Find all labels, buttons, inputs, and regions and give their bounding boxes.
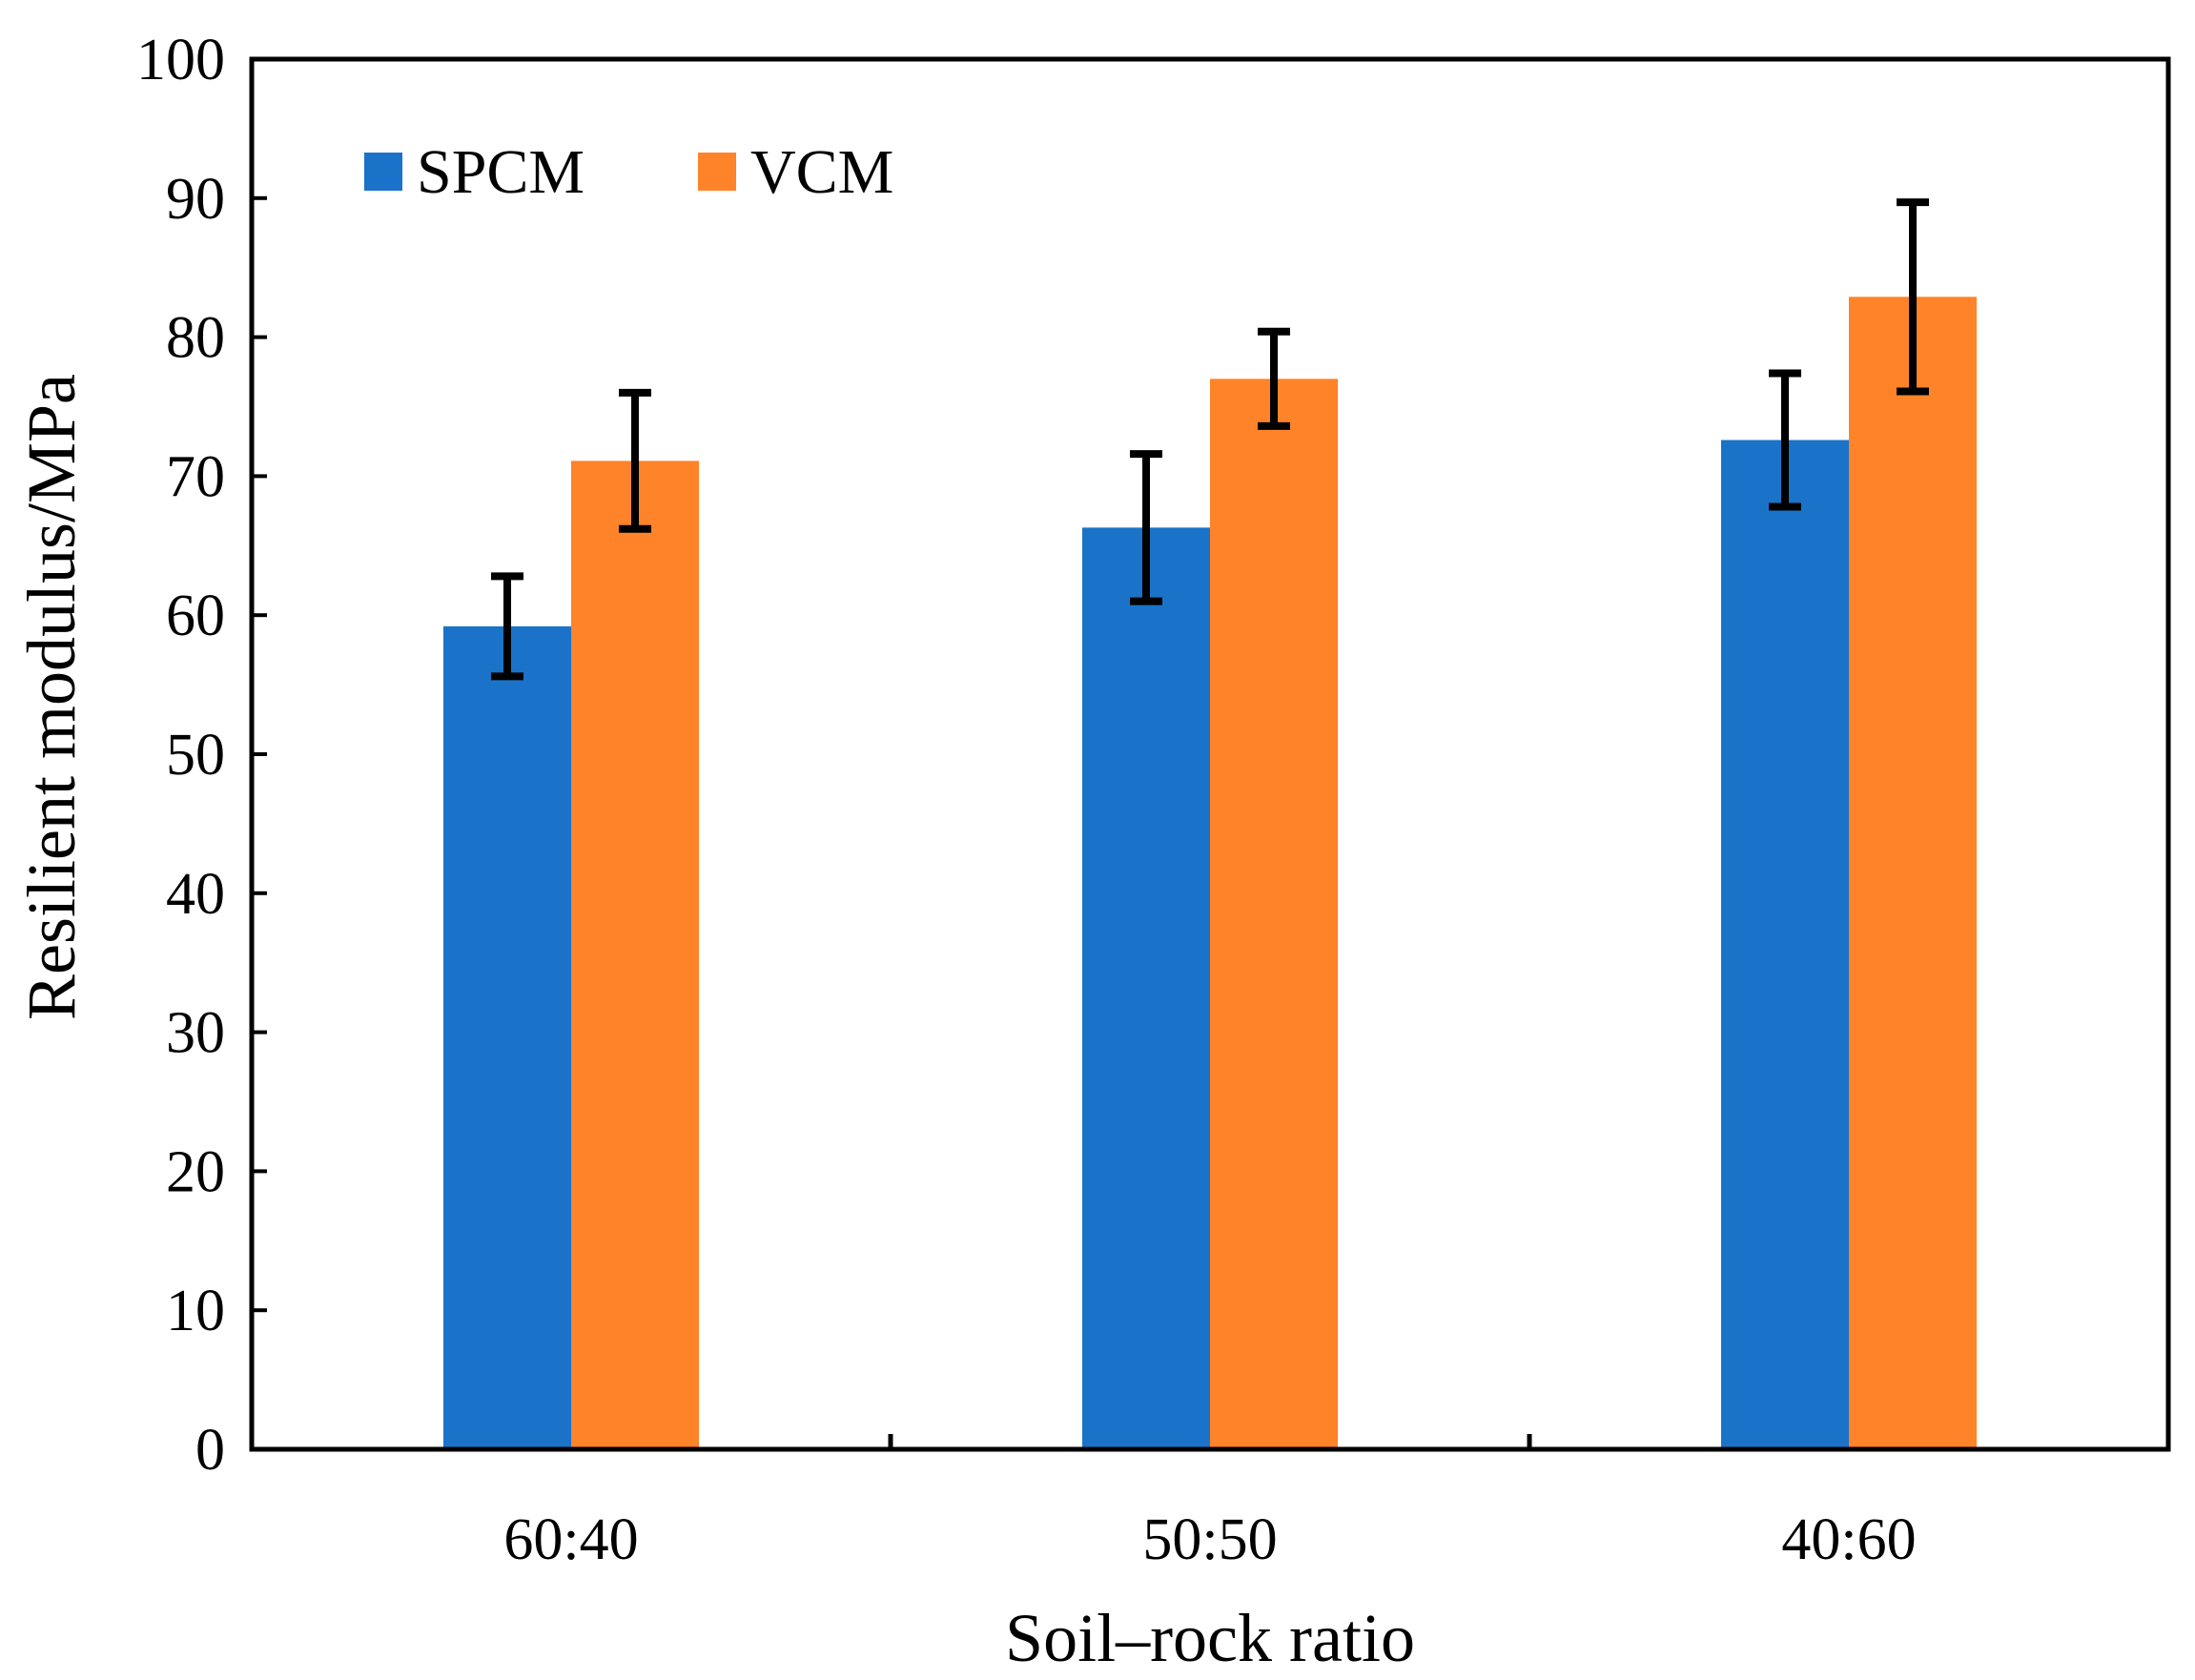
y-axis: 0 10 20 30 40 50 60 70 80 90 100 (136, 28, 267, 1483)
bar-vcm-2 (1210, 379, 1338, 1450)
x-tick-label: 50:50 (1142, 1507, 1277, 1572)
y-tick-label: 20 (166, 1139, 225, 1204)
y-tick-label: 10 (166, 1279, 225, 1343)
bar-spcm-1 (443, 625, 571, 1449)
y-tick-label: 60 (166, 584, 225, 648)
bar-spcm-2 (1082, 527, 1210, 1449)
x-tick-label: 60:40 (503, 1507, 638, 1572)
y-tick-label: 50 (166, 723, 225, 788)
error-bar-vcm-1 (619, 388, 651, 533)
bars-layer (443, 297, 1977, 1450)
bar-spcm-3 (1721, 440, 1849, 1450)
y-tick-label: 90 (166, 167, 225, 232)
y-tick-label: 80 (166, 306, 225, 371)
legend-label-spcm: SPCM (417, 137, 585, 207)
y-tick-label: 40 (166, 862, 225, 927)
x-axis: 60:40 50:50 40:60 (503, 1434, 1917, 1572)
y-axis-title: Resilient modulus/MPa (13, 374, 90, 1020)
y-tick-label: 100 (136, 28, 225, 92)
bar-vcm-1 (571, 461, 699, 1449)
x-tick-label: 40:60 (1781, 1507, 1916, 1572)
legend-label-vcm: VCM (750, 137, 893, 207)
legend-swatch-spcm (364, 153, 402, 191)
legend: SPCM VCM (364, 137, 893, 207)
error-bar-spcm-2 (1130, 450, 1162, 605)
error-bar-vcm-2 (1258, 327, 1290, 430)
error-bars-layer (491, 198, 1929, 681)
x-axis-title: Soil–rock ratio (1005, 1600, 1415, 1676)
y-tick-label: 0 (195, 1418, 225, 1483)
y-tick-label: 70 (166, 444, 225, 509)
error-bar-vcm-3 (1897, 198, 1929, 396)
bar-vcm-3 (1849, 297, 1977, 1449)
legend-swatch-vcm (698, 153, 736, 191)
y-tick-label: 30 (166, 1001, 225, 1066)
error-bar-spcm-1 (491, 572, 523, 681)
error-bar-spcm-3 (1769, 369, 1801, 511)
